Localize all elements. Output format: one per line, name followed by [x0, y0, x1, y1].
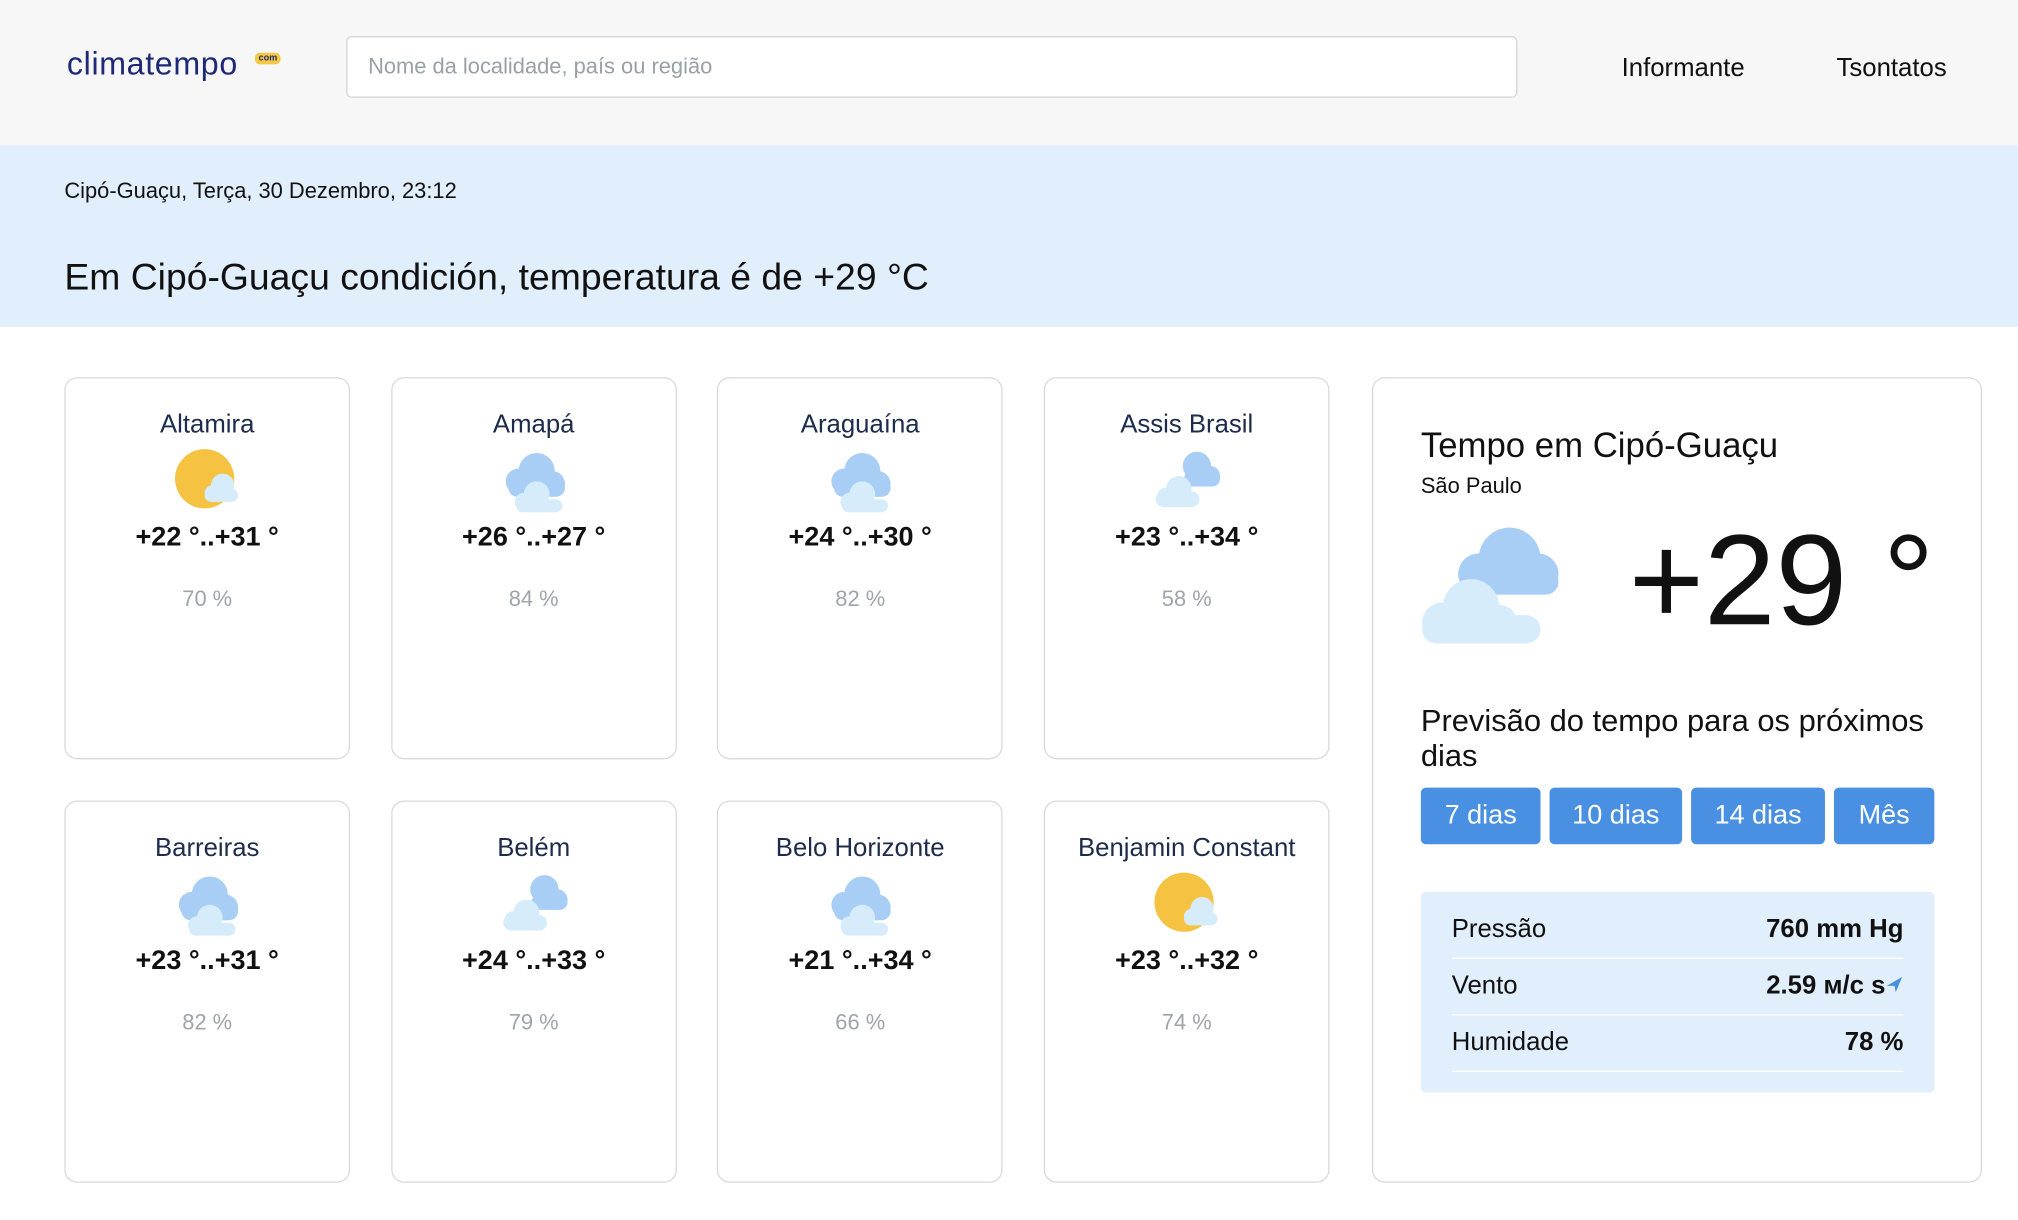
temperature-range: +22 °..+31 ° — [135, 522, 279, 553]
temperature-range: +26 °..+27 ° — [462, 522, 606, 553]
city-name: Benjamin Constant — [1077, 833, 1296, 863]
stat-value: 760 mm Hg — [1766, 915, 1904, 944]
current-weather-panel: Tempo em Cipó-Guaçu São Paulo +29 ° Prev… — [1371, 377, 1982, 1183]
city-name: Amapá — [492, 410, 575, 439]
temperature-range: +24 °..+33 ° — [462, 945, 606, 976]
weather-icon — [831, 453, 892, 513]
location-line: Cipó-Guaçu, Terça, 30 Dezembro, 23:12 — [64, 178, 457, 204]
logo[interactable]: climatempo — [66, 46, 238, 83]
forecast-buttons: 7 dias 10 dias 14 dias Mês — [1420, 787, 1935, 845]
panel-title: Tempo em Cipó-Guaçu — [1420, 425, 1779, 465]
city-name: Assis Brasil — [1120, 410, 1254, 439]
header: climatempo com Nome da localidade, país … — [0, 0, 2018, 146]
stat-row: Pressão 760 mm Hg — [1451, 902, 1904, 959]
stat-value: 78 % — [1844, 1028, 1904, 1057]
panel-region: São Paulo — [1420, 473, 1522, 499]
humidity: 79 % — [508, 1010, 559, 1035]
humidity: 84 % — [508, 586, 559, 612]
nav-link[interactable]: Tsontatos — [1836, 54, 1947, 83]
city-name: Belo Horizonte — [775, 833, 945, 863]
forecast-button[interactable]: 14 dias — [1691, 787, 1825, 845]
city-name: Altamira — [159, 410, 255, 439]
weather-icon — [505, 453, 565, 513]
forecast-heading: Previsão do tempo para os próximos dias — [1420, 703, 1924, 774]
city-card[interactable]: Assis Brasil +23 °..+34 ° 58 % — [1043, 377, 1330, 760]
stat-label: Pressão — [1451, 915, 1547, 944]
forecast-button[interactable]: Mês — [1833, 787, 1935, 845]
humidity: 74 % — [1161, 1010, 1212, 1035]
city-card[interactable]: Belém +24 °..+33 ° 79 % — [390, 800, 677, 1183]
stat-row: Humidade 78 % — [1451, 1015, 1904, 1073]
search-input[interactable]: Nome da localidade, país ou região — [346, 36, 1518, 98]
city-card[interactable]: Barreiras +23 °..+31 ° 82 % — [64, 800, 351, 1183]
stat-value: 2.59 м/с s — [1766, 971, 1886, 1000]
city-card[interactable]: Amapá +26 °..+27 ° 84 % — [390, 377, 677, 760]
weather-icon — [502, 875, 568, 931]
stat-row: Vento 2.59 м/с s — [1451, 959, 1904, 1016]
humidity: 82 % — [835, 586, 886, 612]
temperature-range: +23 °..+34 ° — [1115, 522, 1259, 553]
city-card[interactable]: Araguaína +24 °..+30 ° 82 % — [717, 377, 1004, 760]
weather-icon — [1154, 872, 1218, 932]
stat-label: Humidade — [1451, 1028, 1570, 1057]
headline: Em Cipó-Guaçu condición, temperatura é d… — [64, 257, 929, 299]
weather-icon — [178, 876, 239, 936]
temperature-range: +23 °..+31 ° — [135, 945, 279, 976]
forecast-button[interactable]: 7 dias — [1420, 787, 1541, 845]
banner — [0, 145, 2018, 327]
temperature-range: +24 °..+30 ° — [788, 522, 932, 553]
wind-arrow — [1886, 976, 1903, 993]
city-name: Belém — [497, 833, 571, 863]
humidity: 70 % — [182, 586, 233, 612]
city-card[interactable]: Belo Horizonte +21 °..+34 ° 66 % — [717, 800, 1004, 1183]
city-name: Araguaína — [800, 410, 920, 439]
city-card[interactable]: Altamira +22 °..+31 ° 70 % — [64, 377, 351, 760]
weather-icon — [831, 876, 892, 936]
weather-icon — [175, 449, 239, 509]
humidity: 58 % — [1161, 586, 1212, 612]
weather-icon — [1422, 527, 1559, 644]
temperature-range: +21 °..+34 ° — [788, 945, 932, 976]
logo-badge: com — [254, 52, 282, 65]
forecast-button[interactable]: 10 dias — [1549, 787, 1683, 845]
humidity: 82 % — [182, 1010, 233, 1035]
nav-link[interactable]: Informante — [1621, 54, 1745, 83]
stats-box: Pressão 760 mm Hg Vento 2.59 м/с s Humidad… — [1420, 891, 1935, 1093]
stat-label: Vento — [1451, 971, 1518, 1000]
city-card[interactable]: Benjamin Constant +23 °..+32 ° 74 % — [1043, 800, 1330, 1183]
humidity: 66 % — [835, 1010, 886, 1035]
temperature-range: +23 °..+32 ° — [1115, 945, 1259, 976]
weather-icon — [1155, 451, 1221, 508]
city-name: Barreiras — [154, 833, 260, 863]
current-temperature: +29 ° — [1628, 508, 1935, 653]
